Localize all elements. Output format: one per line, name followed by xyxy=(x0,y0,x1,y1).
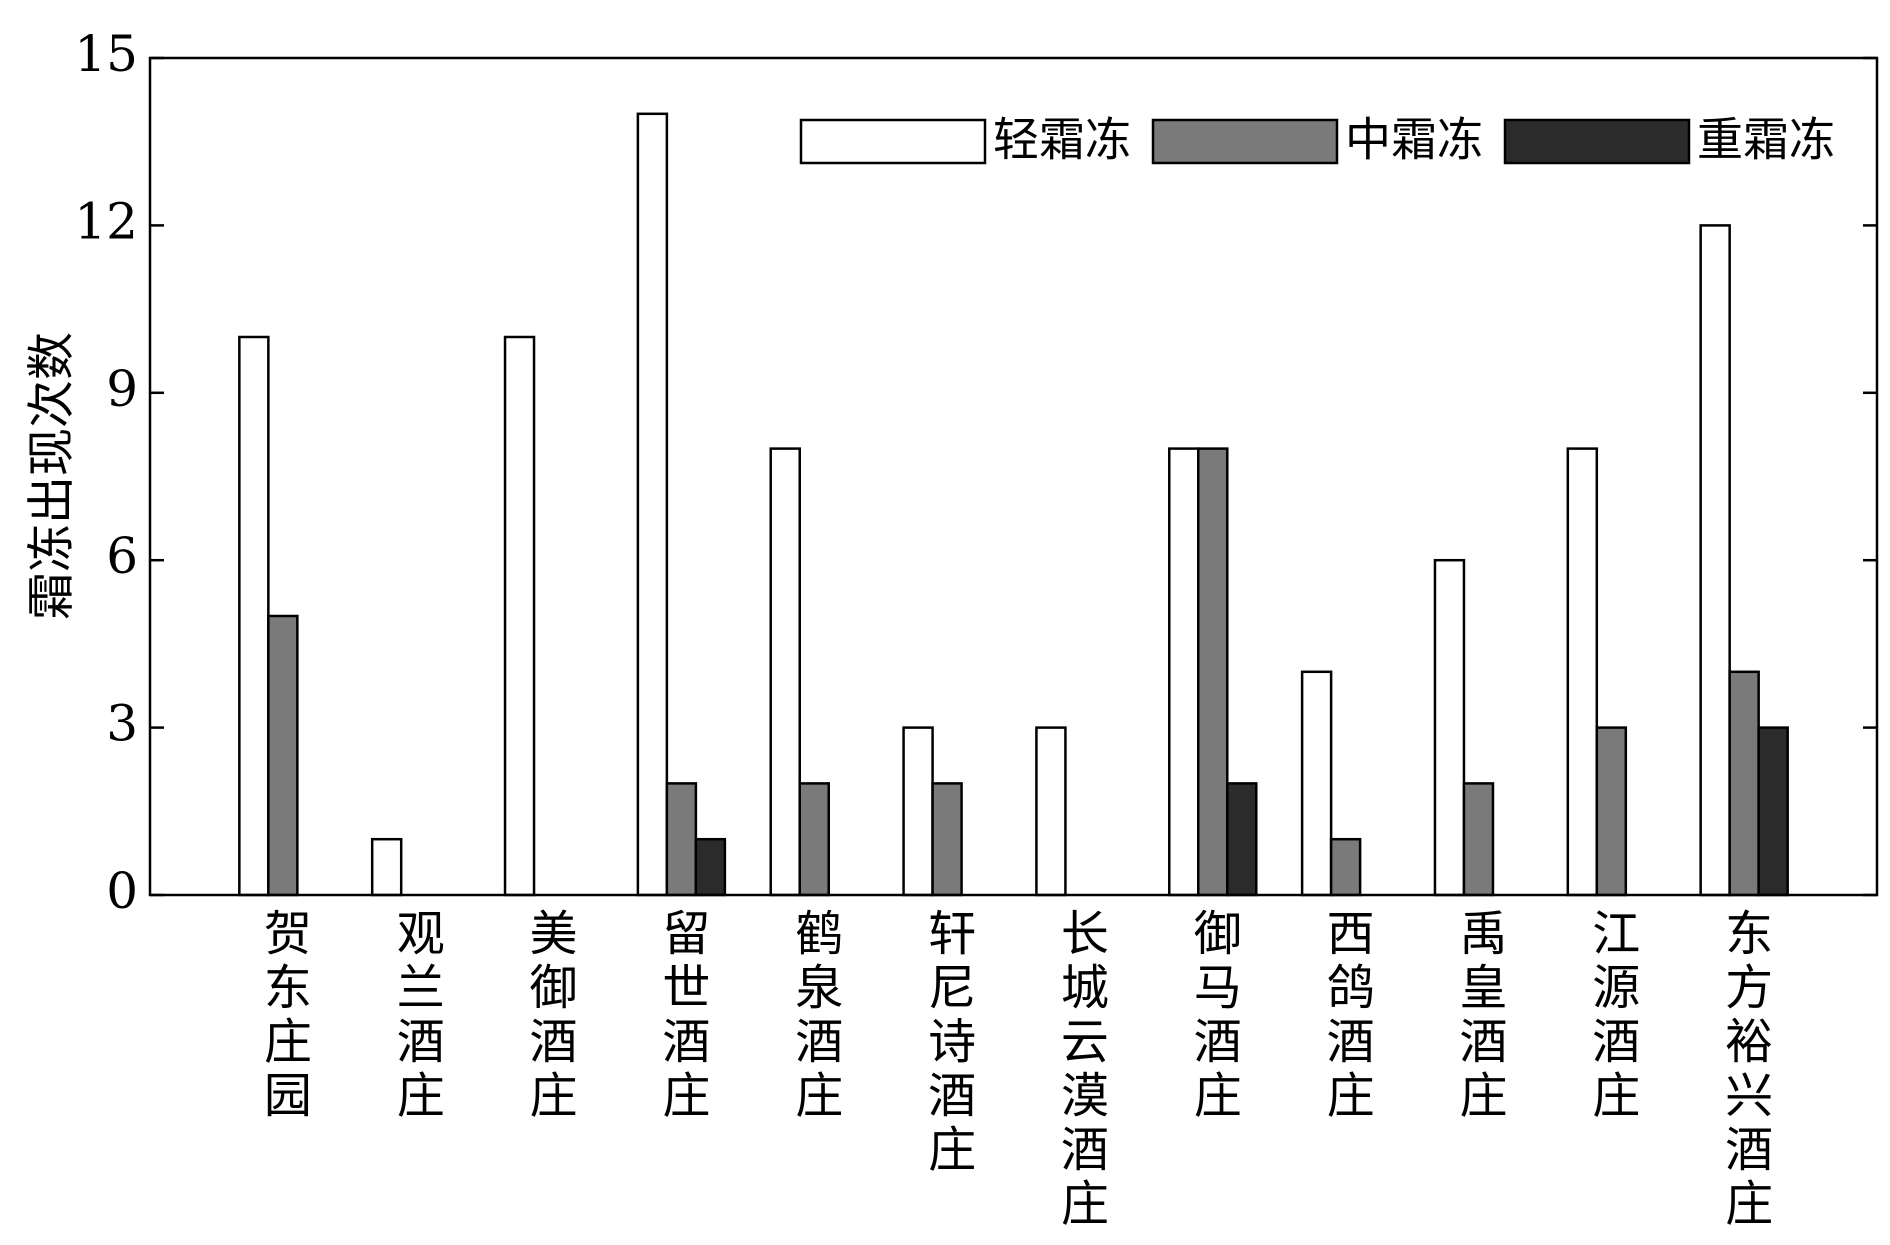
bar xyxy=(503,335,536,897)
bar xyxy=(798,782,830,897)
bar xyxy=(1566,447,1599,897)
bar xyxy=(1226,782,1258,897)
legend-swatch xyxy=(799,118,987,165)
y-axis-label: 霜冻出现次数 xyxy=(24,332,80,620)
bar xyxy=(665,782,698,897)
legend-label: 重霜冻 xyxy=(1697,113,1835,167)
x-tick-label: 轩尼诗酒庄 xyxy=(919,908,975,1178)
x-tick-label: 鹤泉酒庄 xyxy=(786,908,842,1124)
bar xyxy=(1300,670,1333,897)
x-tick-label: 美御酒庄 xyxy=(521,908,578,1124)
y-tick-label: 6 xyxy=(106,527,138,585)
bar xyxy=(769,447,801,897)
y-tick-label: 3 xyxy=(106,695,138,753)
plot-frame xyxy=(148,56,1879,897)
bar xyxy=(1462,782,1495,897)
y-tick-label: 15 xyxy=(74,25,138,83)
x-tick-label: 御马酒庄 xyxy=(1185,908,1242,1124)
bar xyxy=(1728,670,1760,897)
bar xyxy=(931,782,963,897)
bar xyxy=(1329,837,1362,897)
bar xyxy=(1595,726,1628,897)
bar xyxy=(694,837,727,897)
bar xyxy=(1197,447,1229,897)
bar xyxy=(636,112,669,897)
bar xyxy=(1433,558,1466,897)
legend-label: 轻霜冻 xyxy=(993,113,1131,167)
x-tick-label: 西鸽酒庄 xyxy=(1318,908,1374,1124)
bar xyxy=(1168,447,1200,897)
y-tick-label: 0 xyxy=(106,862,138,920)
legend-swatch xyxy=(1503,118,1691,165)
x-tick-label: 东方裕兴酒庄 xyxy=(1716,908,1772,1232)
x-tick-label: 禹皇酒庄 xyxy=(1450,908,1506,1124)
legend-swatch xyxy=(1151,118,1339,165)
bar xyxy=(370,837,403,897)
x-tick-label: 观兰酒庄 xyxy=(388,908,444,1124)
bar xyxy=(238,335,270,897)
y-tick-label: 9 xyxy=(106,360,138,418)
bar xyxy=(267,614,299,897)
bar xyxy=(1699,224,1731,897)
legend-label: 中霜冻 xyxy=(1345,113,1483,167)
x-tick-label: 长城云漠酒庄 xyxy=(1052,908,1108,1232)
x-tick-label: 贺东庄园 xyxy=(255,908,311,1124)
bar xyxy=(1757,726,1789,897)
x-tick-label: 江源酒庄 xyxy=(1583,908,1639,1124)
y-tick-label: 12 xyxy=(74,192,138,250)
bar xyxy=(902,726,934,897)
bar xyxy=(1035,726,1067,897)
x-tick-label: 留世酒庄 xyxy=(653,908,709,1124)
